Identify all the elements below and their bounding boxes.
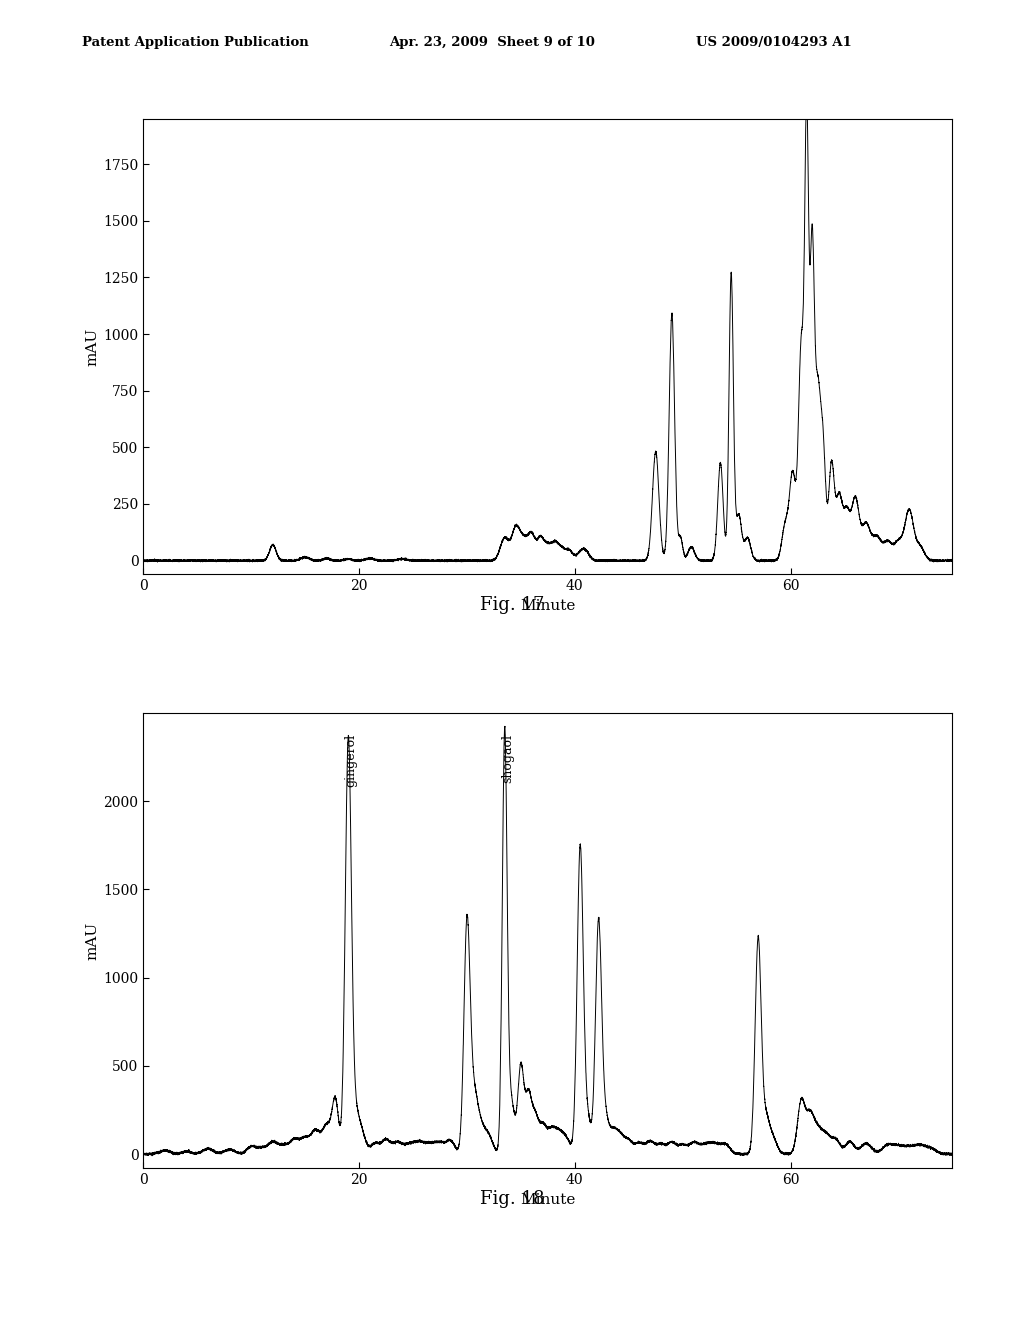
Text: Fig. 18: Fig. 18 <box>480 1189 544 1208</box>
Y-axis label: mAU: mAU <box>85 921 99 960</box>
Text: Fig. 17: Fig. 17 <box>480 595 544 614</box>
Text: US 2009/0104293 A1: US 2009/0104293 A1 <box>696 36 852 49</box>
X-axis label: Minute: Minute <box>520 1192 575 1206</box>
Text: shogaol: shogaol <box>502 734 514 783</box>
X-axis label: Minute: Minute <box>520 598 575 612</box>
Text: Apr. 23, 2009  Sheet 9 of 10: Apr. 23, 2009 Sheet 9 of 10 <box>389 36 595 49</box>
Text: Patent Application Publication: Patent Application Publication <box>82 36 308 49</box>
Y-axis label: mAU: mAU <box>85 327 99 366</box>
Text: gingerol: gingerol <box>344 734 357 787</box>
